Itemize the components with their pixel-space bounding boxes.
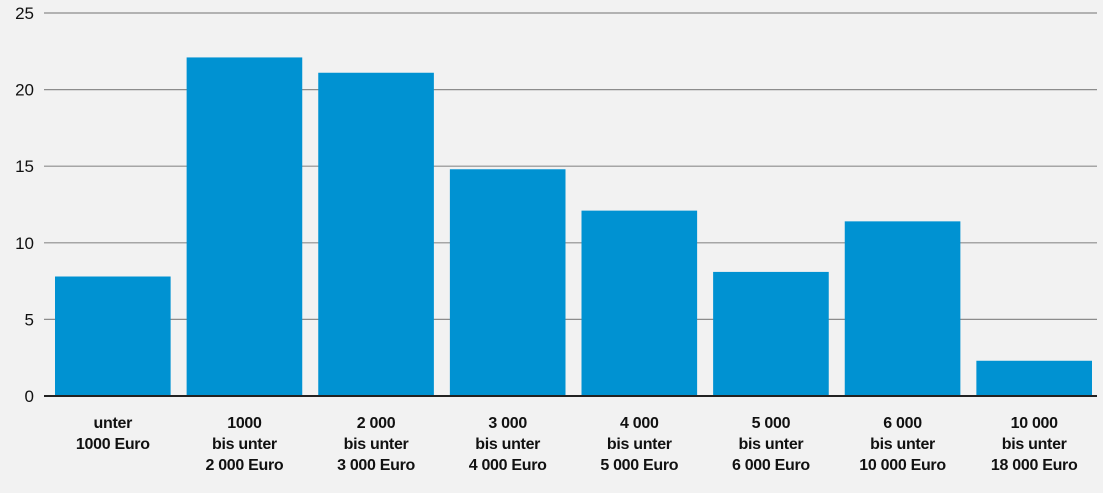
y-axis-tick-labels: 0 5 10 15 20 25	[15, 4, 34, 406]
bar-1	[187, 57, 303, 395]
y-tick-label-10: 10	[15, 234, 34, 253]
x-category-label-0: unter 1000 Euro	[76, 415, 150, 453]
bar-7	[976, 361, 1092, 395]
bar-5	[713, 272, 829, 395]
bar-0	[55, 277, 171, 395]
x-category-label-2: 2 000 bis unter 3 000 Euro	[337, 415, 415, 474]
y-tick-label-20: 20	[15, 81, 34, 100]
x-category-label-7: 10 000 bis unter 18 000 Euro	[991, 415, 1078, 474]
x-category-label-1: 1000 bis unter 2 000 Euro	[205, 415, 283, 474]
y-tick-label-25: 25	[15, 4, 34, 23]
y-tick-label-0: 0	[25, 387, 34, 406]
y-tick-label-5: 5	[25, 310, 34, 329]
bar-2	[318, 73, 434, 395]
x-category-label-5: 5 000 bis unter 6 000 Euro	[732, 415, 810, 474]
bar-layer	[55, 57, 1092, 395]
x-category-label-4: 4 000 bis unter 5 000 Euro	[600, 415, 678, 474]
y-tick-label-15: 15	[15, 157, 34, 176]
x-category-label-6: 6 000 bis unter 10 000 Euro	[859, 415, 946, 474]
bar-3	[450, 169, 566, 395]
x-category-label-3: 3 000 bis unter 4 000 Euro	[469, 415, 547, 474]
x-axis-category-labels: unter 1000 Euro 1000 bis unter 2 000 Euro 2 0…	[76, 415, 1078, 474]
bar-4	[582, 211, 698, 395]
bar-6	[845, 221, 961, 395]
